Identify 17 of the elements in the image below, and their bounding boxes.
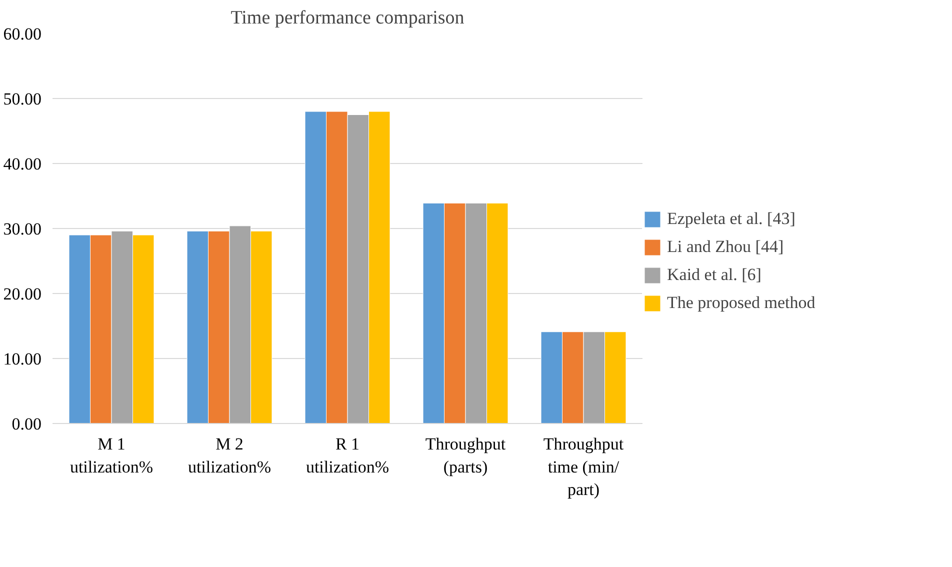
y-tick-label: 20.00: [3, 284, 42, 304]
x-tick-label: M 2 utilization%: [188, 434, 272, 476]
y-tick-label: 10.00: [3, 350, 42, 368]
legend-label: Li and Zhou [44]: [667, 237, 784, 257]
x-tick-label: Throughput time (min/ part): [543, 434, 624, 500]
x-tick-label: M 1 utilization%: [70, 434, 154, 476]
chart-title: Time performance comparison: [230, 8, 465, 28]
y-tick-label: 40.00: [3, 154, 42, 174]
x-tick-label: R 1 utilization%: [306, 434, 390, 476]
y-tick-label: 0.00: [12, 414, 42, 434]
y-tick-label: 60.00: [3, 24, 42, 44]
legend-label: Kaid et al. [6]: [667, 265, 762, 285]
y-tick-label: 50.00: [3, 90, 42, 108]
x-tick-label: Throughput (parts): [425, 434, 506, 476]
legend-label: Ezpeleta et al. [43]: [667, 209, 796, 229]
y-tick-label: 30.00: [3, 220, 42, 238]
legend-label: The proposed method: [667, 293, 816, 313]
